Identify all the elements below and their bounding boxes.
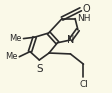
Text: Cl: Cl xyxy=(78,80,87,89)
Text: N: N xyxy=(66,35,73,45)
Text: S: S xyxy=(36,64,42,74)
Text: NH: NH xyxy=(76,14,89,23)
Text: O: O xyxy=(82,4,89,14)
Text: Me: Me xyxy=(5,52,17,61)
Text: Me: Me xyxy=(9,34,22,43)
